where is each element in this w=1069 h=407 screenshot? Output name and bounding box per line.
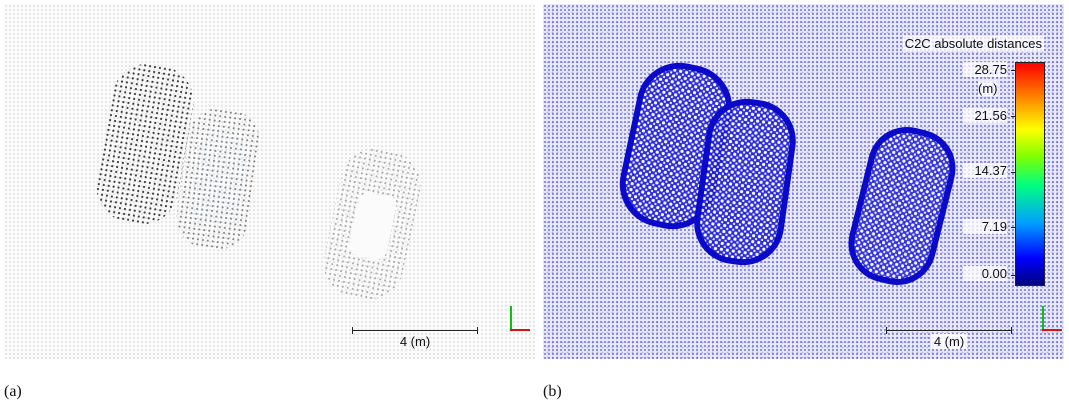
legend-tick-min: 0.00 bbox=[963, 266, 1007, 281]
caption-a: (a) bbox=[4, 383, 22, 400]
scale-bar: 4 (m) bbox=[886, 326, 1012, 350]
legend-title: C2C absolute distances bbox=[902, 36, 1044, 51]
legend-tick-3: 14.37 bbox=[963, 163, 1007, 178]
caption-b: (b) bbox=[543, 383, 562, 400]
vehicle-cluster-3 bbox=[851, 129, 953, 283]
legend-tick-2: 21.56 bbox=[963, 108, 1007, 123]
legend-tick-4: 7.19 bbox=[963, 219, 1007, 234]
legend-tick-max: 28.75 bbox=[963, 62, 1007, 77]
point-cloud-view-b[interactable]: C2C absolute distances 28.75 (m) 21.56 1… bbox=[543, 4, 1064, 359]
axes-icon bbox=[507, 306, 531, 336]
legend-unit: (m) bbox=[978, 81, 998, 96]
axes-icon bbox=[1039, 306, 1063, 336]
scale-bar-label: 4 (m) bbox=[399, 334, 431, 349]
point-cloud-view-a[interactable]: 4 (m) bbox=[4, 4, 535, 359]
color-scale-bar bbox=[1015, 62, 1045, 286]
vehicle-cluster-1 bbox=[96, 63, 194, 225]
scale-bar: 4 (m) bbox=[352, 326, 478, 350]
scale-bar-label: 4 (m) bbox=[930, 334, 968, 349]
point-cloud-a-shapes bbox=[96, 63, 421, 300]
vehicle-cluster-2 bbox=[697, 101, 793, 263]
point-cloud-b-shapes bbox=[619, 62, 956, 286]
